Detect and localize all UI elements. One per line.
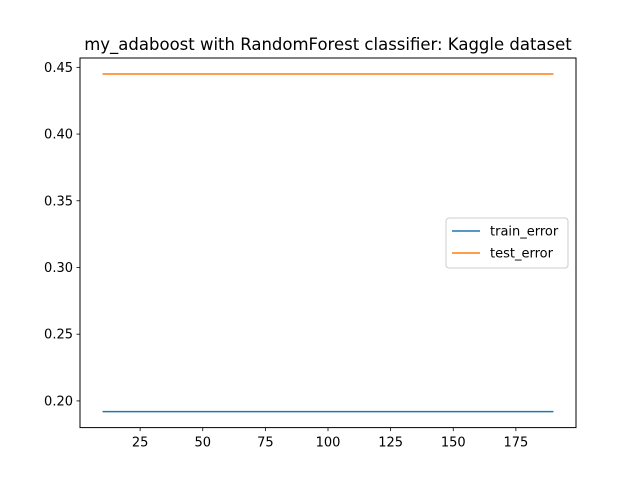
plot-area bbox=[102, 73, 554, 413]
x-tick-label: 125 bbox=[378, 436, 403, 451]
x-axis-ticks: 25 50 75 100 125 150 175 bbox=[132, 427, 528, 451]
y-tick-label: 0.30 bbox=[44, 261, 73, 276]
y-tick-label: 0.25 bbox=[44, 328, 73, 343]
legend: train_error test_error bbox=[445, 217, 569, 269]
x-tick-label: 100 bbox=[316, 436, 341, 451]
y-tick-label: 0.40 bbox=[44, 128, 73, 143]
x-tick-label: 25 bbox=[132, 436, 149, 451]
y-axis-ticks: 0.20 0.25 0.30 0.35 0.40 0.45 bbox=[44, 61, 80, 409]
y-tick-label: 0.35 bbox=[44, 194, 73, 209]
y-tick-label: 0.20 bbox=[44, 394, 73, 409]
chart-title: my_adaboost with RandomForest classifier… bbox=[84, 35, 572, 55]
x-tick-label: 75 bbox=[257, 436, 274, 451]
x-tick-label: 175 bbox=[503, 436, 528, 451]
y-tick-label: 0.45 bbox=[44, 61, 73, 76]
legend-label-train_error: train_error bbox=[490, 225, 559, 240]
legend-label-test_error: test_error bbox=[490, 247, 554, 262]
x-tick-label: 50 bbox=[194, 436, 211, 451]
x-tick-label: 150 bbox=[441, 436, 466, 451]
